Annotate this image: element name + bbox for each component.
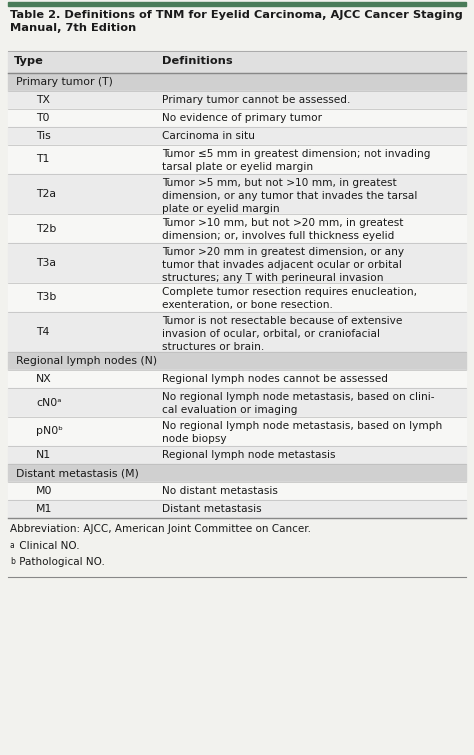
Bar (8, 312, 466, 352)
Bar (8, 370, 466, 388)
Text: T2a: T2a (36, 189, 56, 199)
Text: T3a: T3a (36, 258, 56, 268)
Text: Regional lymph nodes (N): Regional lymph nodes (N) (16, 356, 157, 366)
Bar (8, 464, 466, 482)
Text: N1: N1 (36, 450, 51, 460)
Text: Distant metastasis: Distant metastasis (162, 504, 262, 514)
Text: No evidence of primary tumor: No evidence of primary tumor (162, 113, 322, 123)
Bar (8, 446, 466, 464)
Text: Clinical NO.: Clinical NO. (16, 541, 80, 551)
Bar (8, 500, 466, 518)
Text: No regional lymph node metastasis, based on clini-
cal evaluation or imaging: No regional lymph node metastasis, based… (162, 392, 435, 414)
Text: M0: M0 (36, 486, 53, 496)
Bar (8, 51, 466, 73)
Text: T3b: T3b (36, 292, 56, 303)
Text: T4: T4 (36, 327, 49, 337)
Text: Tis: Tis (36, 131, 51, 141)
Bar (8, 109, 466, 127)
Bar (8, 214, 466, 243)
Bar (8, 73, 466, 91)
Text: Tumor >10 mm, but not >20 mm, in greatest
dimension; or, involves full thickness: Tumor >10 mm, but not >20 mm, in greates… (162, 218, 403, 241)
Bar (8, 482, 466, 500)
Text: Tumor is not resectable because of extensive
invasion of ocular, orbital, or cra: Tumor is not resectable because of exten… (162, 316, 402, 352)
Text: T0: T0 (36, 113, 49, 123)
Bar (8, 283, 466, 312)
Text: Regional lymph nodes cannot be assessed: Regional lymph nodes cannot be assessed (162, 374, 388, 384)
Text: pN0ᵇ: pN0ᵇ (36, 427, 63, 436)
Text: Carcinoma in situ: Carcinoma in situ (162, 131, 255, 141)
Bar (8, 417, 466, 446)
Text: No regional lymph node metastasis, based on lymph
node biopsy: No regional lymph node metastasis, based… (162, 421, 442, 444)
Text: Abbreviation: AJCC, American Joint Committee on Cancer.: Abbreviation: AJCC, American Joint Commi… (10, 524, 311, 534)
Bar (8, 91, 466, 109)
Bar (8, 243, 466, 283)
Bar (8, 2, 466, 6)
Text: Tumor >5 mm, but not >10 mm, in greatest
dimension, or any tumor that invades th: Tumor >5 mm, but not >10 mm, in greatest… (162, 178, 418, 214)
Text: T1: T1 (36, 155, 49, 165)
Text: a: a (10, 541, 15, 550)
Text: cN0ᵃ: cN0ᵃ (36, 397, 62, 408)
Text: No distant metastasis: No distant metastasis (162, 486, 278, 496)
Text: Regional lymph node metastasis: Regional lymph node metastasis (162, 450, 336, 460)
Text: TX: TX (36, 95, 50, 105)
Bar (8, 388, 466, 417)
Text: M1: M1 (36, 504, 52, 514)
Text: b: b (10, 557, 15, 566)
Text: Pathological NO.: Pathological NO. (16, 557, 105, 567)
Bar (8, 145, 466, 174)
Text: T2b: T2b (36, 223, 56, 233)
Bar (8, 127, 466, 145)
Text: Primary tumor (T): Primary tumor (T) (16, 77, 113, 87)
Text: Type: Type (14, 56, 44, 66)
Text: Definitions: Definitions (162, 56, 233, 66)
Bar (8, 352, 466, 370)
Text: Distant metastasis (M): Distant metastasis (M) (16, 468, 139, 478)
Text: Tumor >20 mm in greatest dimension, or any
tumor that invades adjacent ocular or: Tumor >20 mm in greatest dimension, or a… (162, 247, 404, 282)
Text: Primary tumor cannot be assessed.: Primary tumor cannot be assessed. (162, 95, 350, 105)
Text: Tumor ≤5 mm in greatest dimension; not invading
tarsal plate or eyelid margin: Tumor ≤5 mm in greatest dimension; not i… (162, 149, 430, 172)
Bar (8, 174, 466, 214)
Text: Complete tumor resection requires enucleation,
exenteration, or bone resection.: Complete tumor resection requires enucle… (162, 287, 417, 310)
Text: NX: NX (36, 374, 52, 384)
Text: Table 2. Definitions of TNM for Eyelid Carcinoma, AJCC Cancer Staging
Manual, 7t: Table 2. Definitions of TNM for Eyelid C… (10, 10, 463, 32)
